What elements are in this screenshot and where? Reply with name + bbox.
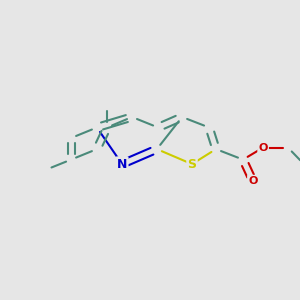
Text: O: O — [258, 142, 268, 153]
Text: S: S — [188, 158, 196, 171]
Text: O: O — [248, 176, 258, 186]
Text: N: N — [117, 158, 127, 171]
